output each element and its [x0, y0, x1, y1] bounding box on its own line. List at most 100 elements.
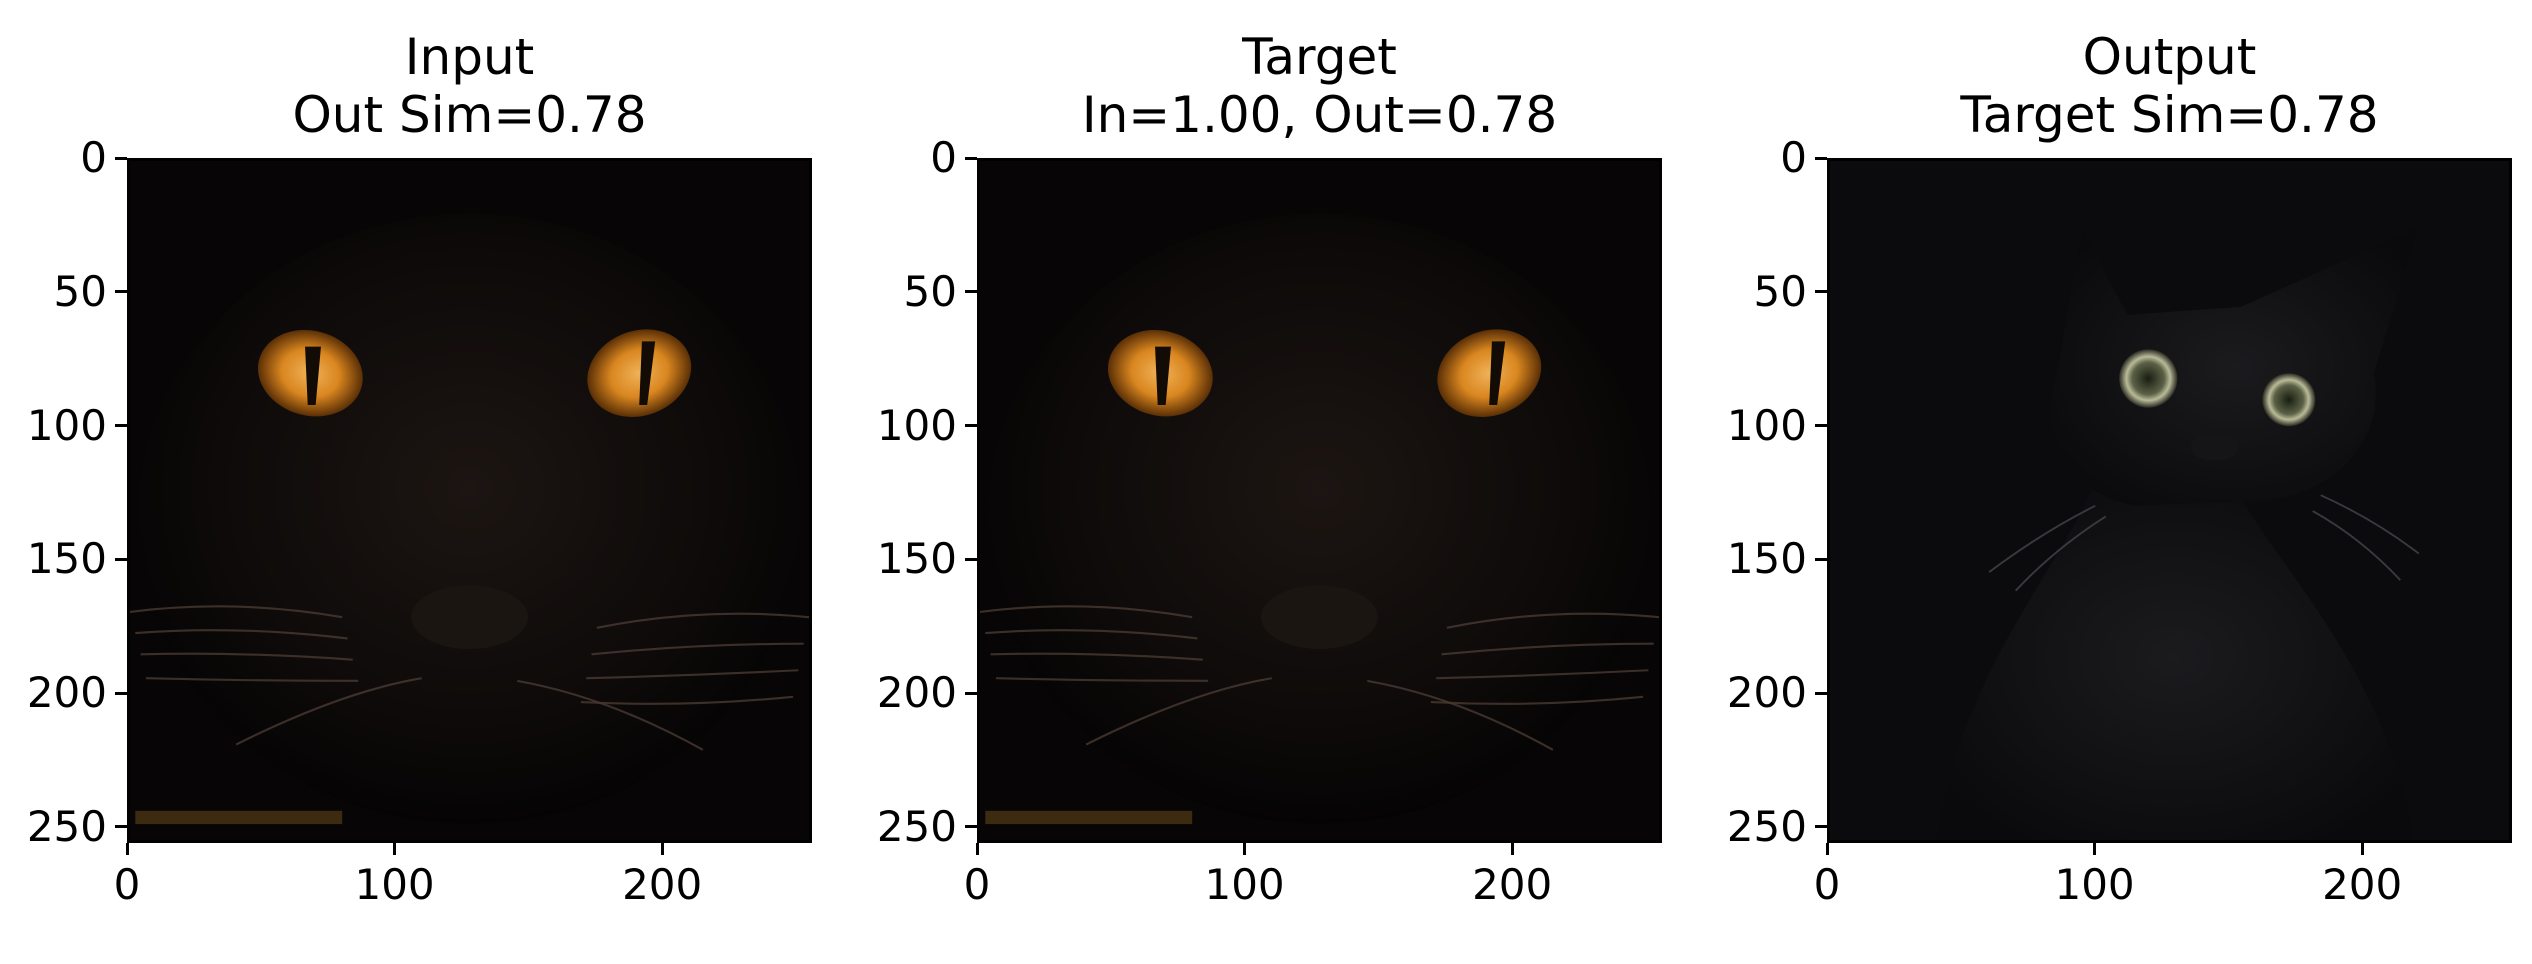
panel-title: Input	[404, 28, 535, 86]
whisker	[2014, 515, 2107, 592]
whisker	[990, 652, 1203, 661]
panel-title: Target	[1242, 28, 1397, 86]
y-tick	[115, 290, 127, 294]
right-pupil	[1489, 341, 1506, 406]
y-tick	[965, 290, 977, 294]
x-tick	[660, 843, 664, 855]
y-tick	[965, 424, 977, 428]
left-pupil	[1155, 346, 1171, 406]
y-tick-label: 50	[53, 266, 107, 316]
y-tick-label: 100	[1726, 400, 1807, 450]
whisker	[1446, 612, 1659, 629]
y-tick	[1815, 156, 1827, 160]
whisker	[130, 605, 343, 619]
x-tick	[1243, 843, 1247, 855]
right-eye	[1437, 329, 1542, 417]
y-tick	[965, 156, 977, 160]
panel-subtitle: Out Sim=0.78	[292, 86, 647, 144]
x-tick-label: 100	[1204, 860, 1285, 909]
y-tick	[965, 691, 977, 695]
x-tick-label: 200	[2322, 860, 2403, 909]
whisker	[580, 695, 794, 705]
whisker	[1988, 504, 2096, 573]
x-tick	[975, 843, 979, 855]
y-tick-label: 50	[903, 266, 957, 316]
right-pupil	[639, 341, 656, 406]
whisker	[1367, 679, 1554, 751]
image-axes	[127, 158, 812, 843]
x-tick-label: 0	[963, 860, 991, 909]
cat-head	[137, 214, 802, 825]
whisker	[145, 677, 359, 682]
x-tick-label: 200	[622, 860, 703, 909]
whisker	[591, 642, 804, 656]
y-tick-label: 150	[26, 534, 107, 584]
left-pupil	[305, 346, 321, 406]
cat-body	[1936, 473, 2414, 840]
image-canvas	[980, 161, 1659, 840]
y-tick-label: 200	[876, 668, 957, 718]
y-tick-label: 100	[876, 400, 957, 450]
y-tick	[115, 156, 127, 160]
whisker	[2320, 494, 2420, 555]
right-eye	[2262, 373, 2316, 427]
y-tick	[1815, 424, 1827, 428]
y-tick	[1815, 290, 1827, 294]
y-tick-label: 150	[1726, 534, 1807, 584]
y-tick-label: 50	[1753, 266, 1807, 316]
cat-head	[987, 214, 1652, 825]
x-tick-label: 0	[113, 860, 141, 909]
panel-title: Output	[2082, 28, 2257, 86]
x-tick	[1510, 843, 1514, 855]
watermark	[135, 810, 343, 825]
cat-nose	[411, 585, 528, 650]
cat-nose	[1261, 585, 1378, 650]
panel-subtitle: Target Sim=0.78	[1960, 86, 2379, 144]
whisker	[985, 629, 1198, 640]
whisker	[517, 679, 704, 751]
y-tick-label: 100	[26, 400, 107, 450]
whisker	[1085, 677, 1272, 746]
x-tick-label: 100	[354, 860, 435, 909]
right-eye	[587, 329, 692, 417]
x-tick-label: 200	[1472, 860, 1553, 909]
y-tick-label: 0	[80, 133, 107, 182]
x-tick	[1825, 843, 1829, 855]
y-tick	[115, 825, 127, 829]
whisker	[1430, 695, 1644, 705]
whisker	[980, 605, 1193, 619]
whisker	[596, 612, 809, 629]
y-tick-label: 0	[930, 133, 957, 182]
image-canvas	[1830, 161, 2509, 840]
x-tick-label: 0	[1813, 860, 1841, 909]
y-tick-label: 250	[876, 801, 957, 851]
whisker	[1436, 669, 1649, 680]
y-tick	[1815, 825, 1827, 829]
y-tick	[115, 691, 127, 695]
y-tick-label: 250	[26, 801, 107, 851]
y-tick-label: 200	[26, 668, 107, 718]
whisker	[135, 629, 348, 640]
watermark	[985, 810, 1193, 825]
x-tick	[2360, 843, 2364, 855]
y-tick	[965, 557, 977, 561]
whisker	[2312, 510, 2401, 581]
cat-head	[2050, 227, 2419, 506]
y-tick	[1815, 691, 1827, 695]
y-tick	[965, 825, 977, 829]
panel-subtitle: In=1.00, Out=0.78	[1081, 86, 1558, 144]
x-tick-label: 100	[2054, 860, 2135, 909]
left-eye	[2119, 349, 2178, 408]
y-tick-label: 150	[876, 534, 957, 584]
x-tick	[2093, 843, 2097, 855]
whisker	[1441, 642, 1654, 656]
y-tick-label: 250	[1726, 801, 1807, 851]
x-tick	[393, 843, 397, 855]
cat-nose	[2190, 434, 2239, 461]
x-tick	[125, 843, 129, 855]
whisker	[586, 669, 799, 680]
y-tick-label: 0	[1780, 133, 1807, 182]
y-tick	[115, 557, 127, 561]
y-tick	[1815, 557, 1827, 561]
